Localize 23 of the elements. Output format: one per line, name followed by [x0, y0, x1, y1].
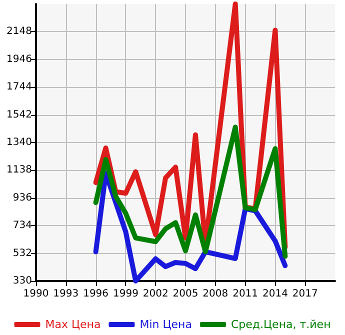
- y-tick-label: 330: [12, 276, 32, 286]
- y-tick-label: 1946: [6, 54, 32, 65]
- legend-label: Min Цена: [140, 318, 192, 331]
- x-tick-label: 1999: [112, 288, 138, 300]
- x-tick-label: 1996: [83, 288, 109, 300]
- x-tick-label: 2011: [232, 288, 258, 300]
- y-tick-label: 1744: [6, 82, 32, 93]
- x-tick-label: 1993: [53, 288, 79, 300]
- y-tick-label: 1542: [6, 109, 32, 120]
- x-tick-label: 2002: [142, 288, 168, 300]
- y-tick-label: 1340: [6, 137, 32, 148]
- y-tick-label: 2148: [6, 26, 32, 38]
- y-tick-label: 734: [12, 220, 32, 232]
- legend-label: Сред.Цена, т.йен: [230, 318, 331, 331]
- x-tick-label: 2005: [172, 288, 198, 300]
- x-tick-label: 2014: [262, 288, 288, 300]
- legend-label: Max Цена: [45, 318, 101, 331]
- x-tick-label: 1990: [23, 288, 49, 300]
- x-tick-label: 2017: [292, 288, 318, 300]
- x-tick-label: 2008: [202, 288, 228, 300]
- y-tick-label: 936: [12, 192, 32, 204]
- y-tick-label: 532: [12, 248, 32, 259]
- y-tick-label: 1138: [6, 164, 32, 176]
